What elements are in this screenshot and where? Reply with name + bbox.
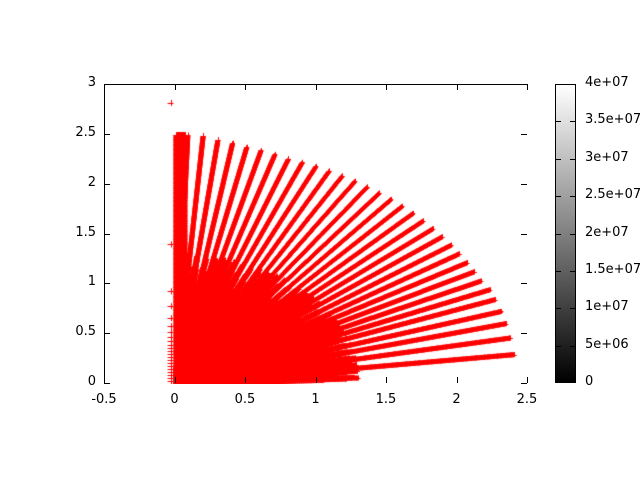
colorbar-tick-mark [555, 270, 561, 272]
y-tick-mark [521, 183, 527, 185]
scatter-plot-canvas [105, 85, 528, 384]
y-tick-mark [521, 84, 527, 85]
plot-frame [104, 84, 528, 384]
colorbar-tick-label: 1.5e+07 [585, 261, 640, 277]
y-tick-mark [521, 133, 527, 135]
colorbar-tick-mark [570, 196, 576, 198]
y-tick-label: 0 [87, 374, 96, 389]
colorbar-tick-mark [570, 308, 576, 310]
colorbar-tick-label: 3.5e+07 [585, 112, 640, 128]
x-tick-mark [315, 84, 317, 90]
x-tick-mark [456, 84, 458, 90]
y-tick-mark [104, 233, 110, 235]
y-tick-label: 1.5 [75, 224, 96, 240]
x-tick-label: -0.5 [91, 392, 117, 407]
colorbar-tick-label: 4e+07 [585, 75, 629, 90]
x-tick-mark [245, 377, 246, 383]
y-tick-mark [521, 383, 527, 384]
colorbar-tick-mark [570, 345, 576, 347]
y-tick-label: 3 [87, 75, 96, 90]
x-tick-mark [386, 84, 387, 90]
x-tick-mark [315, 377, 317, 383]
x-tick-label: 0.5 [234, 392, 256, 407]
x-tick-mark [386, 377, 387, 383]
x-tick-mark [527, 84, 528, 90]
colorbar-tick-mark [570, 270, 576, 272]
x-tick-label: 1 [311, 392, 320, 407]
y-tick-label: 2 [87, 174, 96, 190]
x-tick-mark [174, 84, 176, 90]
y-tick-label: 0.5 [75, 324, 96, 340]
colorbar-tick-mark [570, 158, 576, 160]
x-tick-mark [104, 377, 105, 383]
y-tick-mark [104, 84, 110, 85]
colorbar-tick-label: 2.5e+07 [585, 187, 640, 203]
y-tick-mark [104, 133, 110, 135]
x-tick-label: 1.5 [375, 392, 397, 407]
colorbar-tick-mark [555, 196, 561, 198]
colorbar-tick-label: 5e+06 [585, 336, 629, 352]
colorbar-tick-mark [570, 121, 576, 123]
colorbar-tick-label: 2e+07 [585, 224, 629, 240]
y-tick-mark [521, 283, 527, 285]
y-tick-mark [104, 283, 110, 285]
x-tick-mark [245, 84, 246, 90]
x-tick-label: 0 [170, 392, 179, 407]
x-tick-mark [104, 84, 105, 90]
colorbar-tick-mark [555, 308, 561, 310]
y-tick-mark [104, 183, 110, 185]
y-tick-mark [521, 333, 527, 335]
colorbar-tick-mark [570, 233, 576, 235]
colorbar-tick-mark [555, 345, 561, 347]
y-tick-label: 1 [87, 274, 96, 290]
x-tick-mark [174, 377, 176, 383]
x-tick-label: 2.5 [516, 392, 538, 407]
colorbar-tick-label: 3e+07 [585, 149, 629, 165]
colorbar-tick-label: 0 [585, 374, 594, 389]
x-tick-mark [527, 377, 528, 383]
x-tick-label: 2 [452, 392, 461, 407]
y-tick-mark [521, 233, 527, 235]
colorbar-tick-mark [555, 158, 561, 160]
y-tick-label: 2.5 [75, 124, 96, 140]
colorbar-tick-mark [555, 121, 561, 123]
y-tick-mark [104, 383, 110, 384]
y-tick-mark [104, 333, 110, 335]
colorbar-tick-mark [555, 233, 561, 235]
colorbar-tick-label: 1e+07 [585, 299, 629, 315]
x-tick-mark [456, 377, 458, 383]
